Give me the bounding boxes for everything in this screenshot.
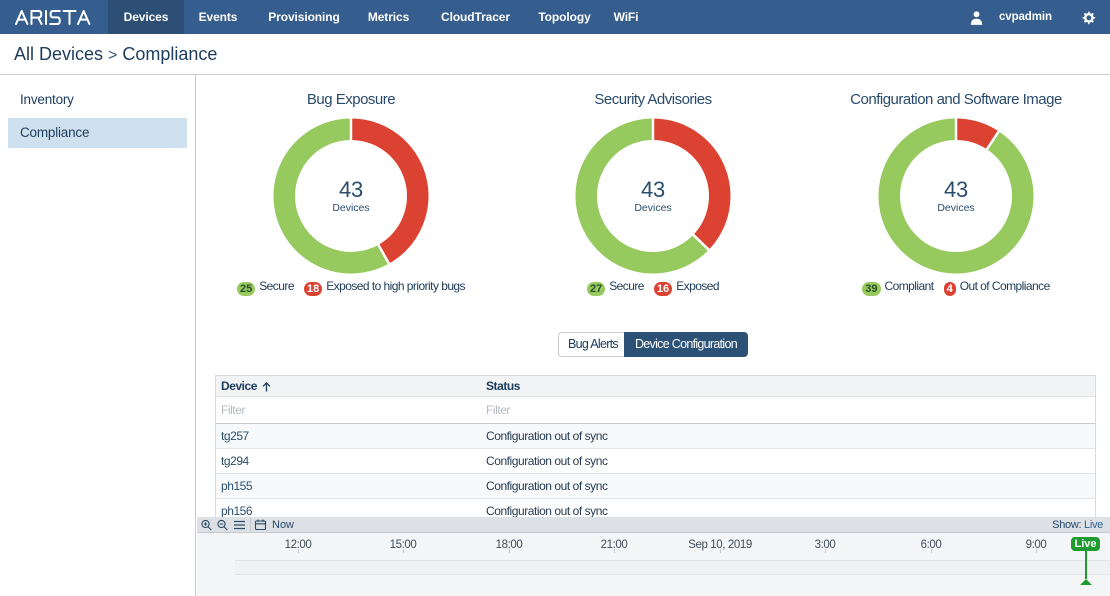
svg-text:Devices: Devices: [634, 202, 671, 214]
svg-text:43: 43: [641, 177, 665, 202]
svg-text:43: 43: [339, 177, 363, 202]
svg-text:43: 43: [944, 177, 968, 202]
svg-text:Devices: Devices: [332, 202, 369, 214]
svg-text:Devices: Devices: [937, 202, 974, 214]
